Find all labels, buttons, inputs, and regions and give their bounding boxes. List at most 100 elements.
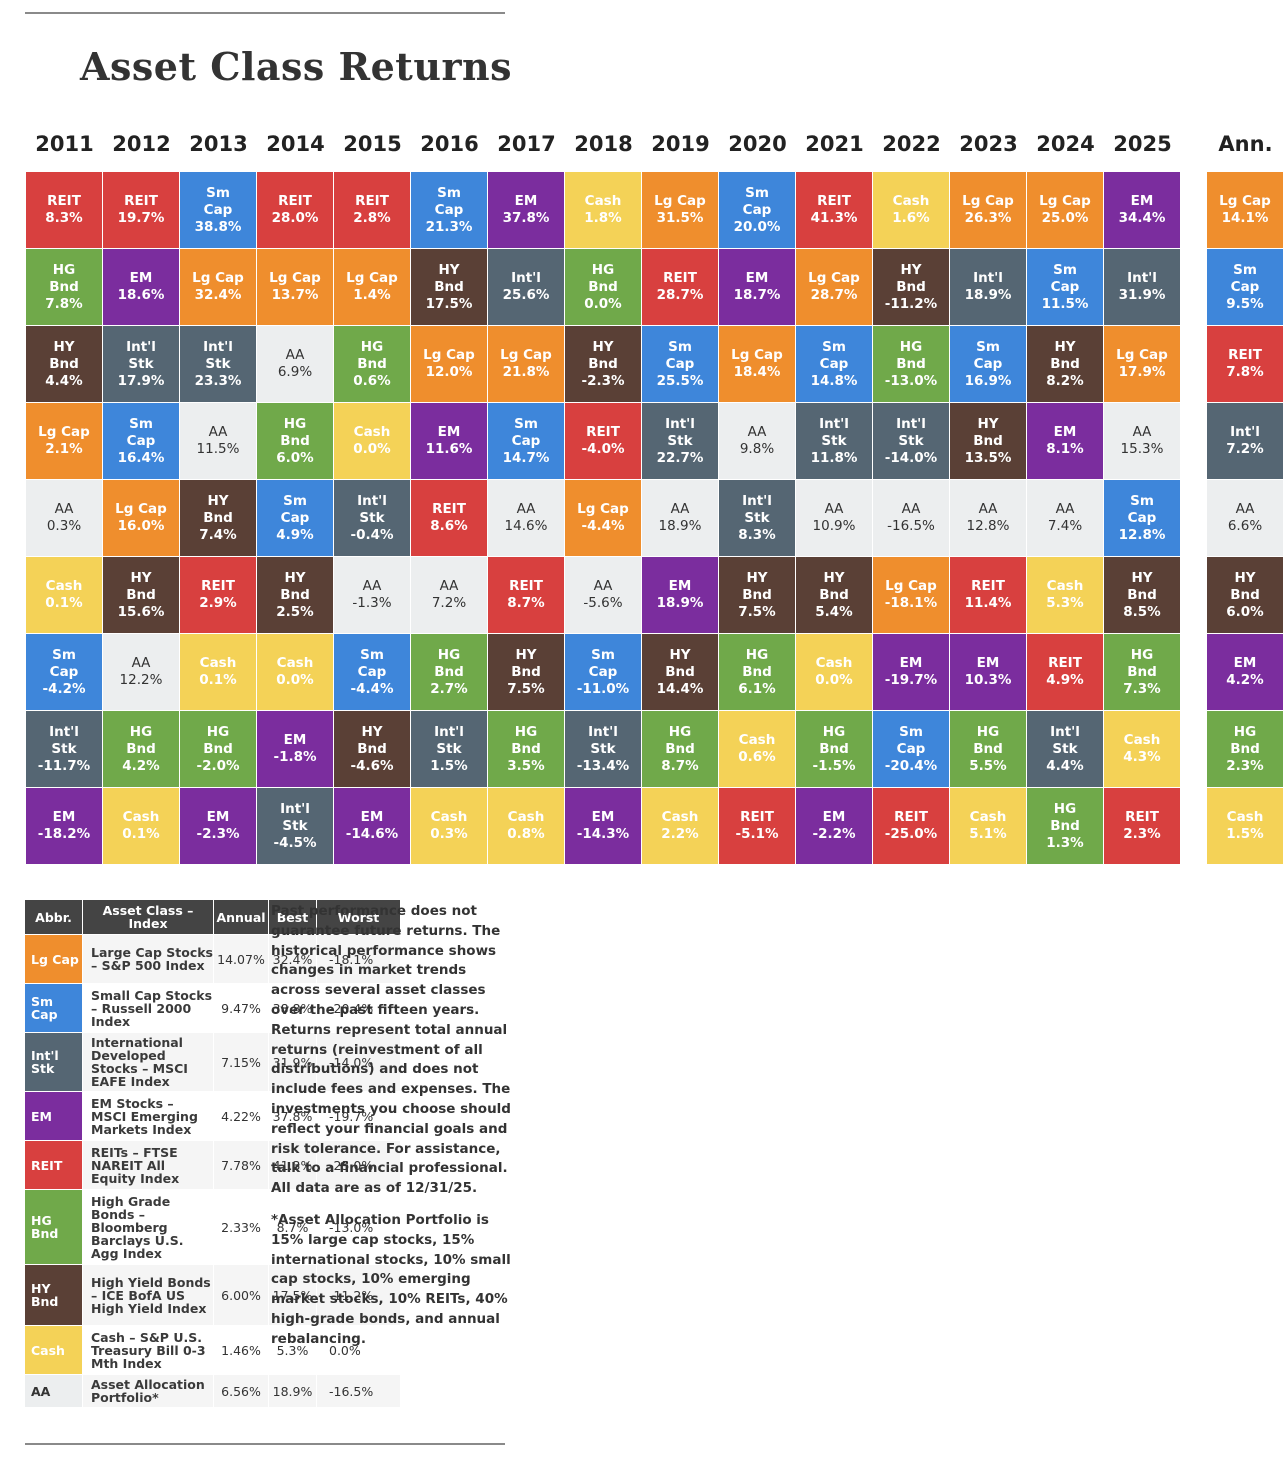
- cell-asset-label: Cash: [199, 655, 237, 671]
- cell-asset-label: HY Bnd: [434, 261, 464, 295]
- legend-name: High Yield Bonds – ICE BofA US High Yiel…: [83, 1265, 213, 1325]
- cell-hg-bnd-2013-8: HG Bnd -2.0%: [180, 711, 256, 787]
- legend-annual: 7.78%: [214, 1141, 268, 1189]
- cell-return-value: 4.9%: [276, 526, 314, 543]
- cell-return-value: 0.3%: [430, 826, 468, 842]
- cell-asset-label: EM: [822, 809, 846, 825]
- cell-int-l-stk-2016-8: Int'l Stk 1.5%: [411, 711, 487, 787]
- cell-lg-cap-2016-3: Lg Cap 12.0%: [411, 326, 487, 402]
- legend-abbr-header: Abbr.: [25, 900, 82, 934]
- cell-return-value: 8.7%: [661, 757, 699, 774]
- cell-asset-label: REIT: [817, 193, 851, 209]
- cell-asset-label: Int'l: [1127, 270, 1157, 286]
- cell-return-value: 0.1%: [199, 672, 237, 688]
- cell-return-value: 7.8%: [45, 295, 83, 312]
- legend-annual: 1.46%: [214, 1326, 268, 1374]
- cell-return-value: -4.4%: [350, 680, 394, 697]
- cell-sm-cap-2012-4: Sm Cap 16.4%: [103, 403, 179, 479]
- cell-return-value: 38.8%: [194, 218, 242, 235]
- cell-asset-label: Cash: [430, 809, 468, 825]
- cell-return-value: 13.7%: [271, 287, 319, 303]
- legend-name: REITs – FTSE NAREIT All Equity Index: [83, 1141, 213, 1189]
- year-header-2013: 2013: [189, 132, 248, 156]
- cell-asset-label: HY Bnd: [742, 569, 772, 603]
- cell-return-value: 6.9%: [277, 364, 313, 380]
- cell-hy-bnd-2015-8: HY Bnd -4.6%: [334, 711, 410, 787]
- cell-return-value: 11.5%: [196, 441, 240, 457]
- cell-asset-label: HG Bnd: [588, 261, 618, 295]
- cell-cash-2018-1: Cash 1.8%: [565, 172, 641, 248]
- cell-asset-label: EM: [591, 809, 615, 825]
- cell-asset-label: REIT: [278, 193, 312, 209]
- cell-return-value: -16.5%: [887, 518, 935, 534]
- cell-cash-2020-8: Cash 0.6%: [719, 711, 795, 787]
- cell-return-value: 4.4%: [45, 372, 83, 389]
- cell-return-value: -1.3%: [352, 595, 392, 611]
- cell-return-value: -5.1%: [735, 826, 779, 842]
- cell-hy-bnd-2024-3: HY Bnd 8.2%: [1027, 326, 1103, 402]
- cell-asset-label: AA: [54, 501, 74, 517]
- legend-best: 37.8%: [269, 1092, 316, 1140]
- cell-aa-2025-4: AA 15.3%: [1104, 403, 1180, 479]
- cell-return-value: 6.0%: [276, 449, 314, 466]
- cell-asset-label: Lg Cap: [577, 501, 629, 517]
- cell-return-value: 21.3%: [425, 218, 473, 235]
- cell-int-l-2017-2: Int'l 25.6%: [488, 249, 564, 325]
- cell-asset-label: HG Bnd: [819, 723, 849, 757]
- cell-aa-2011-5: AA 0.3%: [26, 480, 102, 556]
- cell-return-value: 41.3%: [810, 210, 858, 226]
- cell-asset-label: AA: [1055, 501, 1075, 517]
- cell-int-l-stk-2021-4: Int'l Stk 11.8%: [796, 403, 872, 479]
- cell-asset-label: EM: [52, 809, 76, 825]
- cell-return-value: 0.0%: [815, 672, 853, 688]
- cell-sm-cap-2023-3: Sm Cap 16.9%: [950, 326, 1026, 402]
- cell-cash-2021-7: Cash 0.0%: [796, 634, 872, 710]
- cell-hy-bnd-2012-6: HY Bnd 15.6%: [103, 557, 179, 633]
- cell-asset-label: Sm Cap: [126, 415, 156, 449]
- cell-sm-cap-2013-1: Sm Cap 38.8%: [180, 172, 256, 248]
- cell-asset-label: Cash: [507, 809, 545, 825]
- cell-asset-label: Cash: [738, 732, 776, 748]
- cell-return-value: 11.6%: [425, 441, 473, 457]
- cell-return-value: 14.7%: [502, 449, 550, 466]
- year-header-2014: 2014: [266, 132, 325, 156]
- cell-asset-label: HG Bnd: [665, 723, 695, 757]
- cell-asset-label: HY Bnd: [819, 569, 849, 603]
- cell-return-value: 1.6%: [892, 210, 930, 226]
- cell-return-value: 28.7%: [656, 287, 704, 303]
- cell-aa-2014-3: AA 6.9%: [257, 326, 333, 402]
- cell-hg-bnd-2016-7: HG Bnd 2.7%: [411, 634, 487, 710]
- cell-return-value: 31.5%: [656, 210, 704, 226]
- cell-return-value: 7.2%: [431, 595, 467, 611]
- legend-best: 31.9%: [269, 1033, 316, 1091]
- cell-return-value: 4.9%: [1046, 672, 1084, 688]
- cell-lg-cap-2018-5: Lg Cap -4.4%: [565, 480, 641, 556]
- cell-return-value: 6.1%: [738, 680, 776, 697]
- cell-asset-label: Lg Cap: [38, 424, 90, 440]
- cell-asset-label: Lg Cap: [269, 270, 321, 286]
- cell-int-l-ann-4: Int'l 7.2%: [1207, 403, 1283, 479]
- legend-worst: -16.5%: [317, 1375, 400, 1407]
- cell-return-value: 12.2%: [119, 672, 163, 688]
- cell-lg-cap-2023-1: Lg Cap 26.3%: [950, 172, 1026, 248]
- cell-asset-label: REIT: [47, 193, 81, 209]
- cell-sm-cap-2018-7: Sm Cap -11.0%: [565, 634, 641, 710]
- cell-asset-label: HY Bnd: [1050, 338, 1080, 372]
- cell-hy-bnd-2022-2: HY Bnd -11.2%: [873, 249, 949, 325]
- cell-return-value: 0.1%: [122, 826, 160, 842]
- cell-sm-cap-2011-7: Sm Cap -4.2%: [26, 634, 102, 710]
- cell-return-value: 0.3%: [46, 518, 82, 534]
- cell-asset-label: Int'l Stk: [1050, 723, 1080, 757]
- cell-cash-2025-8: Cash 4.3%: [1104, 711, 1180, 787]
- cell-asset-label: Sm Cap: [1127, 492, 1157, 526]
- cell-return-value: 14.8%: [810, 372, 858, 389]
- legend-annual: 2.33%: [214, 1190, 268, 1264]
- cell-return-value: 8.2%: [1046, 372, 1084, 389]
- cell-asset-label: HY Bnd: [588, 338, 618, 372]
- cell-asset-label: REIT: [355, 193, 389, 209]
- cell-lg-cap-2021-2: Lg Cap 28.7%: [796, 249, 872, 325]
- cell-return-value: 7.2%: [1226, 441, 1264, 457]
- cell-cash-2023-9: Cash 5.1%: [950, 788, 1026, 864]
- cell-hg-bnd-2011-2: HG Bnd 7.8%: [26, 249, 102, 325]
- cell-asset-label: AA: [516, 501, 536, 517]
